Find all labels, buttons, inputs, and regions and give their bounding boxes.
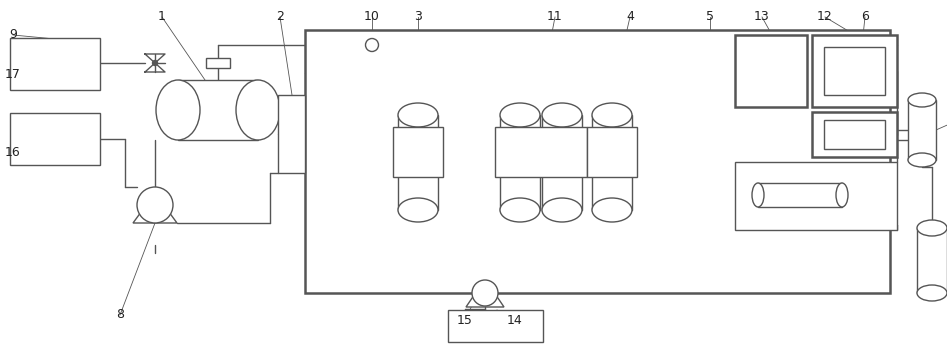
Text: 16: 16 — [5, 147, 21, 159]
Text: 2: 2 — [277, 10, 284, 23]
Text: 12: 12 — [817, 10, 832, 23]
Ellipse shape — [908, 153, 936, 167]
Bar — [758, 183, 842, 207]
Bar — [735, 35, 807, 107]
Bar — [587, 127, 637, 177]
Bar — [735, 162, 897, 230]
Ellipse shape — [137, 187, 173, 223]
Text: 11: 11 — [547, 10, 563, 23]
Bar — [917, 228, 947, 293]
Ellipse shape — [156, 80, 200, 140]
Bar — [10, 113, 100, 165]
Ellipse shape — [398, 198, 438, 222]
Ellipse shape — [592, 198, 632, 222]
Ellipse shape — [917, 285, 947, 301]
Text: 8: 8 — [116, 308, 124, 322]
Ellipse shape — [542, 198, 582, 222]
Ellipse shape — [366, 39, 379, 51]
Bar — [812, 35, 897, 107]
Polygon shape — [133, 193, 177, 223]
Bar — [206, 58, 230, 68]
Bar — [542, 115, 582, 210]
Bar — [812, 112, 897, 157]
Bar — [278, 95, 305, 173]
Bar — [448, 310, 543, 342]
Text: 4: 4 — [626, 10, 634, 23]
Bar — [393, 127, 443, 177]
Ellipse shape — [752, 183, 764, 207]
Text: 10: 10 — [364, 10, 380, 23]
Text: 17: 17 — [5, 69, 21, 81]
Ellipse shape — [500, 103, 540, 127]
Bar — [398, 115, 438, 210]
Bar — [178, 80, 258, 140]
Ellipse shape — [472, 280, 498, 306]
Bar — [908, 100, 936, 160]
Ellipse shape — [542, 103, 582, 127]
Bar — [824, 120, 885, 149]
Ellipse shape — [836, 183, 848, 207]
Ellipse shape — [908, 93, 936, 107]
Ellipse shape — [236, 80, 280, 140]
Ellipse shape — [398, 103, 438, 127]
Text: 5: 5 — [706, 10, 714, 23]
Ellipse shape — [152, 60, 157, 66]
Bar — [495, 127, 587, 177]
Text: 1: 1 — [158, 10, 166, 23]
Bar — [500, 115, 540, 210]
Ellipse shape — [500, 198, 540, 222]
Polygon shape — [466, 279, 504, 307]
Text: 15: 15 — [457, 314, 473, 326]
Text: 13: 13 — [754, 10, 770, 23]
Bar — [10, 38, 100, 90]
Text: 6: 6 — [861, 10, 869, 23]
Ellipse shape — [917, 220, 947, 236]
Bar — [305, 30, 890, 293]
Bar — [824, 47, 885, 95]
Text: 14: 14 — [508, 314, 523, 326]
Polygon shape — [692, 50, 730, 235]
Bar — [592, 115, 632, 210]
Text: 9: 9 — [9, 29, 17, 41]
Text: 3: 3 — [414, 10, 422, 23]
Ellipse shape — [592, 103, 632, 127]
